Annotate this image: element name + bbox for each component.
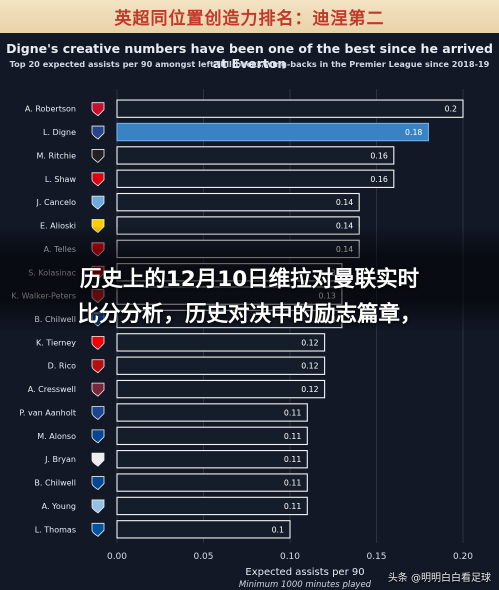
bar bbox=[116, 122, 429, 142]
x-tick-label: 0.00 bbox=[107, 552, 127, 562]
top-banner: 英超同位置创造力排名：迪涅第二 bbox=[0, 0, 499, 33]
bar bbox=[116, 403, 308, 422]
category-label: A. Robertson bbox=[25, 105, 76, 114]
club-badge-icon bbox=[91, 102, 105, 117]
club-badge-icon bbox=[91, 406, 105, 420]
bar-value-label: 0.2 bbox=[445, 105, 457, 114]
category-label: E. Alioski bbox=[40, 222, 76, 231]
club-badge-icon bbox=[91, 429, 105, 444]
club-badge-icon bbox=[91, 195, 105, 210]
bar bbox=[116, 99, 464, 118]
bar bbox=[116, 473, 308, 492]
category-label: J. Cancelo bbox=[36, 198, 77, 207]
category-label: M. Alonso bbox=[37, 432, 76, 441]
x-tick-label: 0.10 bbox=[280, 552, 300, 562]
bar bbox=[116, 169, 395, 188]
bar-value-label: 0.12 bbox=[301, 362, 318, 371]
club-badge-icon bbox=[91, 335, 105, 350]
x-axis-label: Expected assists per 90 bbox=[245, 567, 364, 578]
bar-value-label: 0.18 bbox=[405, 128, 422, 137]
category-label: M. Ritchie bbox=[36, 151, 76, 160]
bar bbox=[116, 426, 308, 446]
category-label: L. Digne bbox=[43, 128, 76, 137]
bar-value-label: 0.11 bbox=[284, 479, 301, 488]
chart-subtitle: Top 20 expected assists per 90 amongst l… bbox=[9, 59, 490, 69]
bar bbox=[116, 356, 326, 375]
club-badge-icon bbox=[91, 359, 105, 374]
club-badge-icon bbox=[91, 172, 105, 187]
bar-value-label: 0.14 bbox=[336, 222, 353, 231]
category-label: P. van Aanholt bbox=[19, 408, 76, 417]
bar-value-label: 0.1 bbox=[272, 525, 284, 534]
headline-line-1: 历史上的12月10日维拉对曼联实时 bbox=[79, 267, 420, 292]
chart-title: Digne's creative numbers have been one o… bbox=[6, 41, 493, 71]
headline-line-2: 比分分析，历史对决中的励志篇章， bbox=[77, 302, 422, 327]
bar bbox=[116, 333, 326, 352]
category-label: L. Shaw bbox=[45, 175, 77, 184]
x-tick-label: 0.20 bbox=[453, 552, 473, 562]
bar bbox=[116, 450, 308, 469]
category-label: A. Cresswell bbox=[28, 385, 76, 394]
bar-value-label: 0.16 bbox=[370, 151, 387, 160]
club-badge-icon bbox=[91, 149, 105, 163]
bar bbox=[116, 520, 291, 539]
category-label: D. Rico bbox=[48, 362, 76, 371]
club-badge-icon bbox=[91, 522, 105, 537]
bar bbox=[116, 379, 326, 399]
bar bbox=[116, 146, 395, 165]
bar-value-label: 0.12 bbox=[301, 338, 318, 347]
club-badge-icon bbox=[91, 499, 105, 514]
category-label: B. Chilwell bbox=[34, 479, 76, 488]
bar-value-label: 0.11 bbox=[284, 455, 301, 464]
bar-value-label: 0.11 bbox=[284, 502, 301, 511]
category-label: K. Tierney bbox=[36, 338, 76, 347]
bar-value-label: 0.16 bbox=[370, 175, 387, 184]
bar-value-label: 0.11 bbox=[284, 432, 301, 441]
club-badge-icon bbox=[91, 125, 105, 140]
club-badge-icon bbox=[91, 382, 105, 397]
x-tick-label: 0.05 bbox=[193, 552, 213, 562]
category-label: A. Young bbox=[42, 502, 76, 511]
watermark: 头条 @明明白白看足球 bbox=[387, 573, 491, 584]
headline-overlay bbox=[0, 227, 499, 331]
bar-value-label: 0.12 bbox=[301, 385, 318, 394]
x-tick-label: 0.15 bbox=[366, 552, 386, 562]
banner-title: 英超同位置创造力排名：迪涅第二 bbox=[114, 9, 385, 29]
bar bbox=[116, 192, 360, 212]
chart-note: Minimum 1000 minutes played bbox=[239, 580, 372, 590]
bar bbox=[116, 496, 308, 516]
bar-value-label: 0.14 bbox=[336, 198, 353, 207]
bar-value-label: 0.11 bbox=[284, 408, 301, 417]
club-badge-icon bbox=[91, 452, 105, 467]
category-label: J. Bryan bbox=[44, 455, 76, 464]
category-label: L. Thomas bbox=[35, 525, 76, 534]
club-badge-icon bbox=[91, 476, 105, 491]
